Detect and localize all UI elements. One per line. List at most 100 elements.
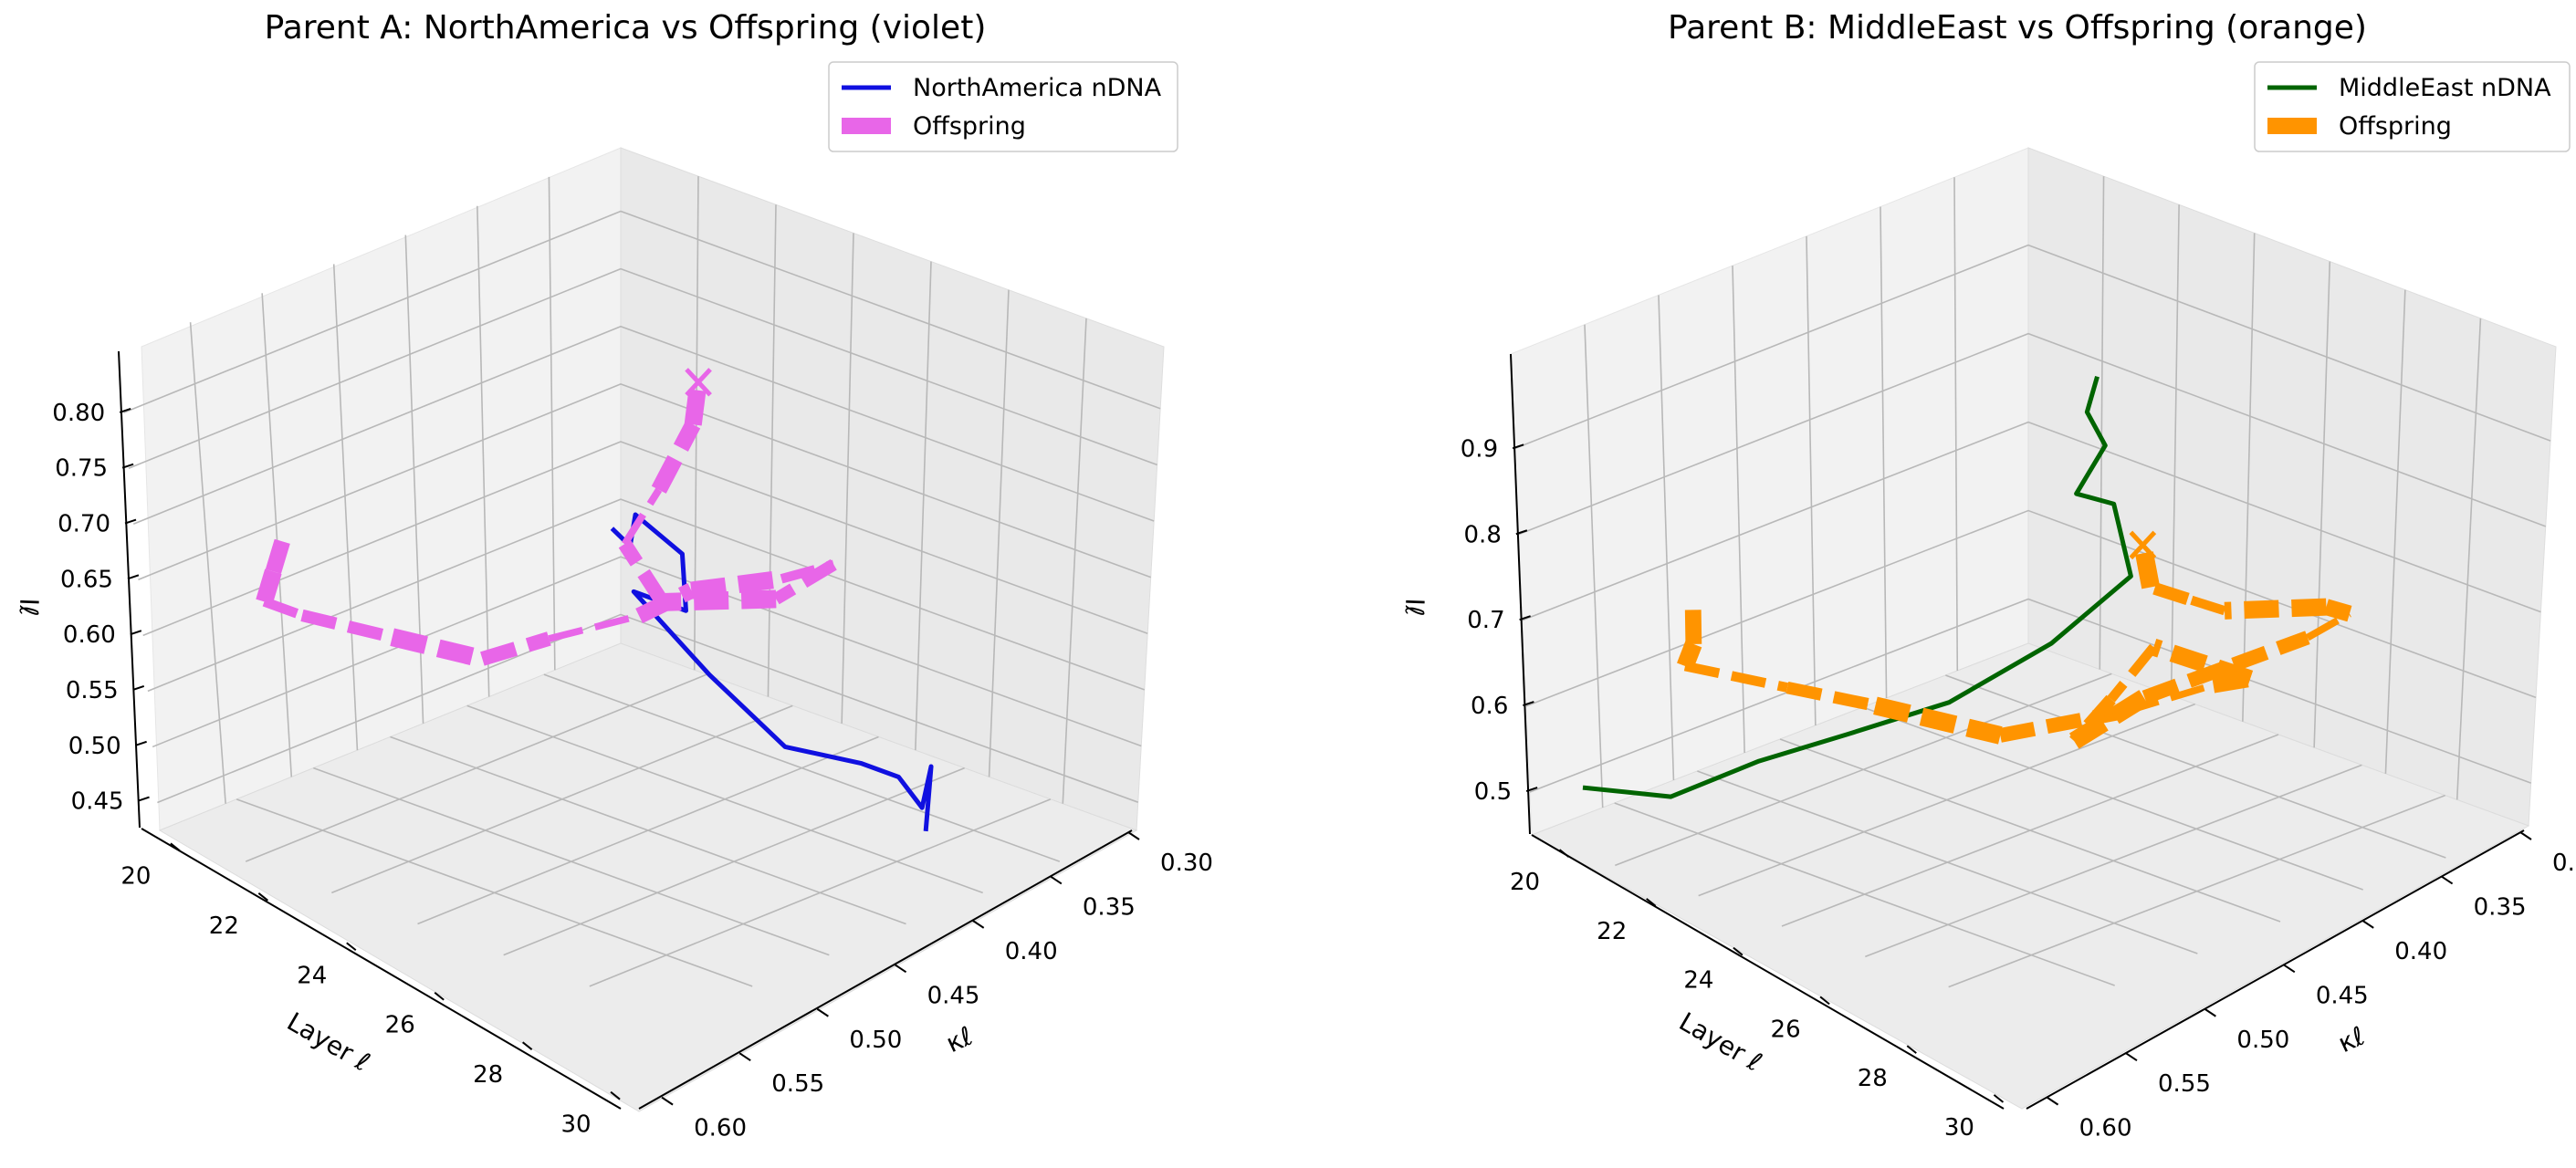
z-axis-line-b [1510, 353, 1531, 835]
series-segment [684, 381, 707, 426]
x-tick-mark [1646, 898, 1657, 907]
grid-line [1948, 794, 2445, 988]
x-tick-mark [257, 892, 268, 902]
y-ticks-b: 0.30 0.35 0.40 0.45 0.50 0.55 0.60 [2047, 831, 2576, 1142]
x-axis-line-b [1531, 834, 2005, 1110]
x-tick-label: 24 [297, 962, 327, 989]
y-tick-label: 0.50 [2236, 1027, 2289, 1054]
y-tick-label: 0.40 [2394, 938, 2447, 965]
x-tick-mark [522, 1041, 533, 1050]
y-tick-label: 0.30 [1160, 850, 1213, 877]
grid-line [476, 205, 490, 697]
y-axis-label-a: κℓ [941, 1021, 977, 1059]
x-axis-line-a [141, 828, 622, 1110]
x-tick-mark [1906, 1045, 1917, 1054]
y-tick-mark [2204, 1007, 2216, 1017]
x-axis-label-a: Layer ℓ [282, 1006, 375, 1078]
y-tick-mark [816, 1007, 829, 1017]
z-tick-label: 0.75 [55, 455, 108, 483]
x-tick-label: 28 [1858, 1065, 1888, 1092]
y-tick-mark [738, 1052, 751, 1062]
x-tick-mark [1993, 1094, 2005, 1103]
grid-line [988, 289, 1010, 777]
x-tick-mark [434, 991, 445, 1001]
grid-line [2099, 176, 2105, 670]
series-segment [2141, 631, 2310, 704]
y-tick-mark [2047, 1096, 2059, 1106]
series-segment [2323, 599, 2352, 622]
y-tick-mark [894, 964, 907, 974]
z-axis-label-a: Iℓ [14, 598, 45, 617]
grid-line [1522, 421, 2541, 621]
x-tick-label: 22 [209, 912, 239, 940]
grid-line [1806, 235, 1817, 726]
series-segment [2068, 689, 2150, 749]
series-segment [2133, 543, 2160, 589]
x-tick-mark [346, 942, 357, 952]
grid-line [123, 210, 1161, 413]
grid-line [2456, 318, 2482, 800]
series-line-0 [610, 512, 934, 832]
x-tick-mark [170, 842, 181, 852]
y-tick-mark [2441, 875, 2454, 885]
y-tick-label: 0.55 [2158, 1070, 2211, 1098]
z-tick-mark [1523, 701, 1534, 707]
z-axis-line-a [118, 350, 141, 829]
chart-title-b: Parent B: MiddleEast vs Offspring (orang… [1668, 9, 2367, 47]
y-tick-mark [1050, 875, 1063, 885]
x-ticks-b: 20 22 24 26 28 30 [1510, 849, 2005, 1142]
series-segment [262, 597, 304, 620]
grid-line [1953, 177, 1959, 672]
series-segment [256, 568, 282, 605]
end-marker-x [2129, 530, 2157, 560]
z-tick-mark [135, 740, 147, 746]
z-tick-mark [127, 574, 140, 580]
series-segment [548, 612, 641, 642]
z-tick-mark [130, 630, 142, 636]
grid-line [2384, 289, 2406, 774]
series-segment [2224, 598, 2327, 620]
x-tick-mark [1819, 996, 1830, 1006]
x-tick-label: 26 [1771, 1016, 1801, 1043]
y-tick-label: 0.55 [771, 1070, 824, 1098]
grid-line [767, 204, 777, 697]
z-tick-label: 0.50 [68, 733, 121, 760]
grid-line [1529, 598, 2531, 793]
grid-line [1514, 244, 2551, 450]
y-tick-label: 0.30 [2552, 850, 2576, 877]
y-ticks-a: 0.30 0.35 0.40 0.45 0.50 0.55 0.60 [661, 831, 1213, 1142]
grid-line [142, 441, 1148, 637]
grid-line [1062, 318, 1087, 804]
grid-line [332, 264, 359, 751]
series-line-0 [1582, 375, 2133, 799]
y-tick-mark [972, 920, 985, 929]
z-tick-label: 0.5 [1474, 778, 1512, 806]
y-tick-mark [2125, 1052, 2138, 1062]
grid-line [138, 383, 1151, 581]
panel-parent-b: Parent B: MiddleEast vs Offspring (orang… [1399, 9, 2576, 1142]
grid-line [261, 293, 293, 777]
series-layer-a [256, 368, 934, 832]
y-tick-mark [1127, 831, 1140, 840]
y-tick-label: 0.60 [2079, 1115, 2132, 1142]
x-tick-label: 20 [120, 862, 151, 890]
grid-line [2313, 261, 2331, 748]
y-tick-mark [2361, 920, 2374, 929]
y-tick-label: 0.35 [2474, 893, 2527, 921]
grid-line [841, 233, 854, 724]
series-segment [2305, 610, 2351, 641]
grid-line [2170, 204, 2180, 696]
series-segment [300, 609, 394, 643]
y-tick-label: 0.40 [1005, 938, 1058, 965]
z-tick-label: 0.70 [58, 511, 110, 538]
legend-b: MiddleEast nDNA Offspring [2254, 61, 2571, 152]
z-tick-label: 0.6 [1471, 693, 1508, 720]
series-layer-b [1582, 375, 2352, 799]
z-tick-mark [121, 463, 134, 469]
grid-line [1518, 332, 2547, 536]
legend-label-b-1: Offspring [2339, 112, 2452, 141]
grid-line [1880, 206, 1888, 699]
series-segment [2151, 638, 2254, 688]
z-tick-mark [1519, 615, 1531, 621]
